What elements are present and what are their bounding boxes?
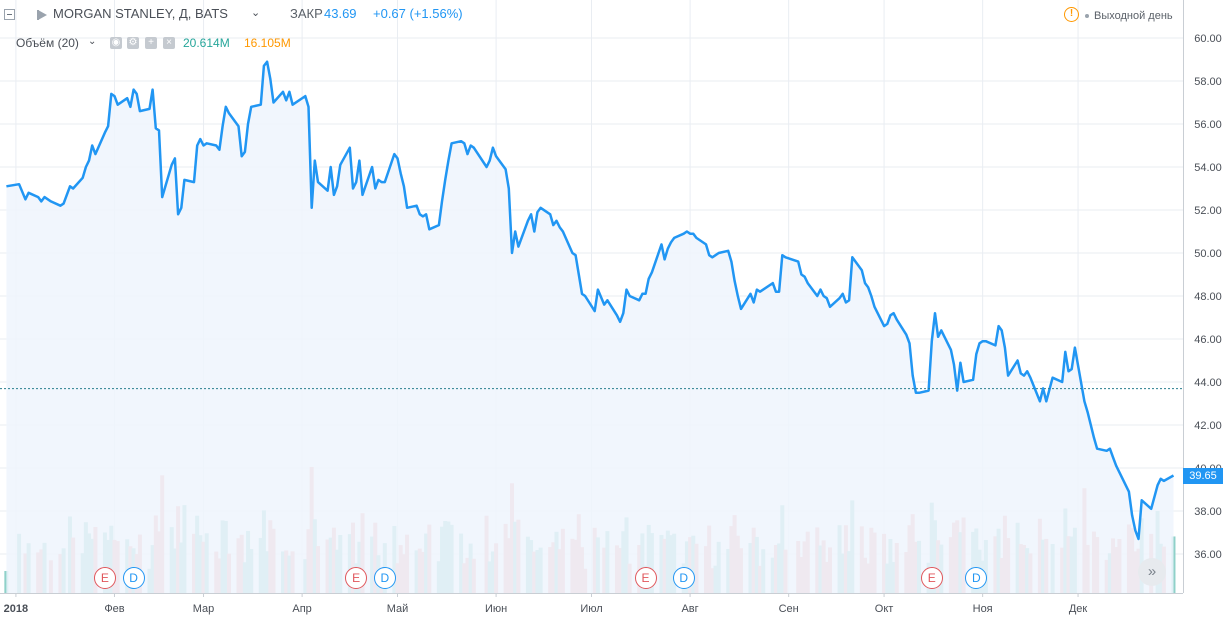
earnings-event-marker[interactable]: E bbox=[920, 567, 943, 589]
y-tick-label: 38.00 bbox=[1194, 506, 1222, 518]
y-tick-label: 52.00 bbox=[1194, 205, 1222, 217]
x-tick-label: Май bbox=[387, 603, 409, 615]
x-tick-label: Окт bbox=[875, 603, 894, 615]
chevron-down-icon[interactable]: ⌄ bbox=[251, 7, 261, 19]
earnings-event-marker[interactable]: E bbox=[345, 567, 368, 589]
settings-icon[interactable]: ⚙ bbox=[127, 37, 139, 49]
plus-icon[interactable]: + bbox=[145, 37, 157, 49]
x-tick-label: Апр bbox=[292, 603, 311, 615]
y-tick-label: 42.00 bbox=[1194, 420, 1222, 432]
warning-icon[interactable]: ! bbox=[1064, 7, 1079, 22]
dividend-event-marker[interactable]: D bbox=[965, 567, 988, 589]
y-tick-label: 58.00 bbox=[1194, 76, 1222, 88]
y-tick-label: 60.00 bbox=[1194, 33, 1222, 45]
y-tick-label: 54.00 bbox=[1194, 162, 1222, 174]
price-axis[interactable]: 36.0038.0040.0042.0044.0046.0048.0050.00… bbox=[1183, 0, 1222, 593]
x-tick-label: Дек bbox=[1069, 603, 1088, 615]
collapse-icon[interactable] bbox=[4, 9, 15, 20]
chart-header: MORGAN STANLEY, Д, BATS ⌄ ЗАКР 43.69 +0.… bbox=[0, 0, 1232, 26]
dividend-event-marker[interactable]: D bbox=[373, 567, 396, 589]
x-tick-label: 2018 bbox=[4, 603, 28, 615]
volume-bar bbox=[4, 571, 9, 593]
market-status: Выходной день bbox=[1094, 10, 1173, 22]
x-tick-label: Сен bbox=[779, 603, 799, 615]
volume-value-green: 20.614M bbox=[183, 36, 230, 50]
x-tick-label: Ноя bbox=[973, 603, 993, 615]
y-tick-label: 48.00 bbox=[1194, 291, 1222, 303]
y-tick-label: 56.00 bbox=[1194, 119, 1222, 131]
price-area bbox=[6, 61, 1174, 593]
y-tick-label: 50.00 bbox=[1194, 248, 1222, 260]
dividend-event-marker[interactable]: D bbox=[122, 567, 145, 589]
price-series-line[interactable] bbox=[6, 60, 1175, 541]
y-tick-label: 46.00 bbox=[1194, 334, 1222, 346]
last-price-label: 39.65 bbox=[1183, 467, 1223, 484]
price-area-fill bbox=[6, 61, 1174, 593]
symbol-title[interactable]: MORGAN STANLEY, Д, BATS bbox=[53, 6, 228, 21]
status-dot-icon bbox=[1085, 14, 1089, 18]
dividend-event-marker[interactable]: D bbox=[672, 567, 695, 589]
x-tick-label: Мар bbox=[193, 603, 215, 615]
flag-icon[interactable] bbox=[37, 10, 47, 20]
x-tick-label: Июн bbox=[485, 603, 507, 615]
price-line[interactable] bbox=[6, 60, 1175, 541]
earnings-event-marker[interactable]: E bbox=[634, 567, 657, 589]
chevron-down-icon[interactable]: ⌄ bbox=[88, 36, 97, 47]
y-tick-label: 44.00 bbox=[1194, 377, 1222, 389]
x-tick-label: Авг bbox=[681, 603, 698, 615]
close-icon[interactable]: × bbox=[163, 37, 175, 49]
earnings-event-marker[interactable]: E bbox=[93, 567, 116, 589]
eye-icon[interactable]: ◉ bbox=[110, 37, 122, 49]
y-tick-label: 36.00 bbox=[1194, 549, 1222, 561]
price-change: +0.67 (+1.56%) bbox=[373, 6, 463, 21]
volume-value-red: 16.105M bbox=[244, 36, 291, 50]
time-axis[interactable]: 2018 Фев Мар Апр Май Июн Июл Авг Сен Окт Ноя Дек bbox=[0, 593, 1183, 615]
close-label: ЗАКР bbox=[290, 6, 323, 21]
scroll-to-realtime-button[interactable]: » bbox=[1138, 558, 1166, 586]
volume-indicator-name[interactable]: Объём (20) bbox=[16, 36, 79, 50]
x-tick-label: Фев bbox=[104, 603, 124, 615]
volume-legend: Объём (20) ⌄ ◉ ⚙ + × 20.614M 16.105M bbox=[0, 33, 400, 53]
x-tick-label: Июл bbox=[580, 603, 602, 615]
close-value: 43.69 bbox=[324, 6, 357, 21]
